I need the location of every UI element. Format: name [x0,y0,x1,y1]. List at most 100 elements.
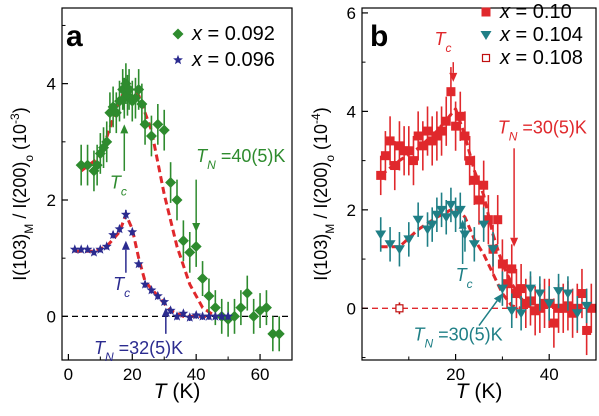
legend-label-prefix: x [191,49,203,71]
marker [190,241,202,253]
y-axis-label-part: -3 [8,113,22,124]
marker [496,284,508,294]
marker [184,246,196,258]
annotation-arrow [121,240,130,273]
marker [543,299,555,309]
data-point [152,104,164,145]
data-point [460,111,470,161]
marker [172,311,182,321]
annotation-label-part: N [509,130,518,144]
annotation-label-part: T [196,146,209,166]
legend-label: x = 0.108 [499,47,583,69]
marker [515,309,527,319]
data-point [191,310,202,320]
marker [248,310,260,322]
y-axis-label-part: ) [10,107,30,113]
y-axis-label-part: ) [311,107,331,113]
data-point [120,209,131,220]
annotation-label: TN =32(5)K [94,338,183,364]
x-axis-label: T (K) [154,380,201,403]
data-point [197,261,209,296]
marker [432,131,442,141]
marker [178,308,189,318]
annotation-arrow [458,219,467,264]
marker [120,209,131,219]
arrow-shaft [478,300,498,326]
data-point [450,197,462,232]
legend-label: x = 0.096 [191,49,275,71]
data-point [549,298,559,348]
arrow-head [121,240,130,250]
marker [493,215,503,225]
arrow-head [120,124,129,134]
data-point [223,311,234,321]
marker [197,273,209,285]
data-point [543,286,555,321]
marker [203,290,215,302]
marker [159,296,170,306]
data-point [248,298,260,334]
marker [549,318,559,328]
marker [235,302,247,314]
x-axis-label-unit: (K) [167,380,201,403]
marker [454,205,466,215]
series-0 [376,67,596,356]
marker [530,306,540,316]
annotation-label-part: T [94,338,107,358]
annotation-arrow [449,62,458,82]
annotation-label-part: c [121,184,127,198]
y-axis-label-part: o [323,155,337,162]
marker [209,302,221,314]
marker [152,290,163,301]
marker [465,156,475,166]
arrow-head [458,219,467,229]
data-point [413,111,423,161]
data-point [158,109,170,151]
marker [427,136,437,146]
y-tick-label: 2 [347,201,356,220]
data-point [260,290,272,326]
y-axis-label-part: M [22,224,36,234]
y-tick-label: 4 [347,102,356,121]
annotation-arrow [120,124,129,171]
y-axis-label-part: (10 [10,124,30,155]
data-point [427,116,437,166]
data-point [267,316,279,352]
data-point [426,207,438,242]
data-point [521,278,531,328]
legend-label-value: = 0.104 [510,24,583,46]
data-point [184,312,195,322]
data-point [140,279,150,289]
marker [483,215,493,225]
marker [562,289,574,299]
annotation-arrow [478,293,503,326]
marker [394,141,404,151]
y-axis-label-part: (10 [311,124,331,155]
panel-a: 0 20 40 60 0 2 4 T (K) I(103)M / I(200)o (10-3) a… [8,7,293,403]
legend-label-prefix: x [191,23,203,45]
marker [69,244,80,254]
marker [487,245,499,255]
marker [118,92,130,104]
marker [507,264,517,274]
annotation-label-part: T [113,274,126,294]
marker [127,226,138,237]
arrow-head [493,293,503,304]
data-point [393,232,405,267]
marker [540,298,550,308]
data-point [241,275,253,311]
marker [82,244,93,254]
legend-marker [480,31,492,40]
data-point [184,232,196,273]
data-point [553,273,565,309]
data-point [506,293,518,328]
data-point [454,192,466,228]
data-point [178,308,189,318]
data-point [437,106,447,156]
marker [418,141,428,151]
marker [260,302,272,314]
x-axis-label-symbol: T [154,380,169,403]
marker [582,325,592,335]
data-point [558,283,568,333]
